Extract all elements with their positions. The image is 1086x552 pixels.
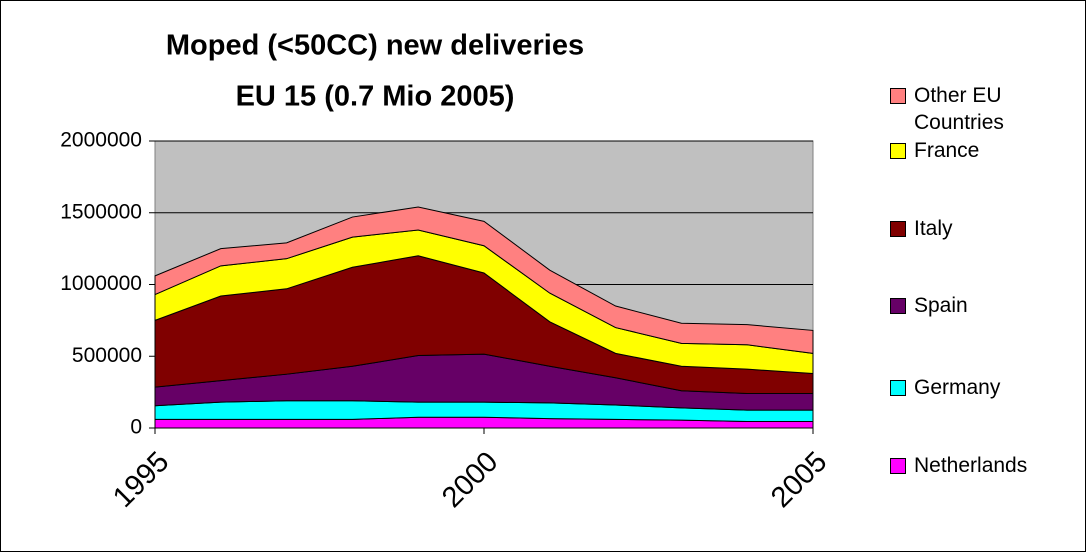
legend-swatch [890,380,906,396]
chart-title: Moped (<50CC) new deliveries [166,30,584,62]
legend-item: France [890,137,1040,164]
legend-item: Spain [890,292,1040,319]
legend-swatch [890,88,906,104]
legend-label: France [914,139,980,162]
legend-label: Italy [914,217,953,240]
legend-item: Netherlands [890,452,1040,479]
legend-label: Germany [914,376,1001,399]
legend-swatch [890,298,906,314]
chart-subtitle: EU 15 (0.7 Mio 2005) [236,81,515,113]
legend-label: Spain [914,294,968,317]
legend-swatch [890,458,906,474]
legend-swatch [890,143,906,159]
legend-item: Germany [890,374,1040,401]
legend-swatch [890,221,906,237]
y-tick-label: 500000 [72,344,142,367]
y-tick-label: 2000000 [60,129,142,152]
legend-label: Other EU Countries [914,84,1004,134]
y-tick-label: 0 [130,416,142,439]
y-tick-label: 1500000 [60,200,142,223]
y-tick-label: 1000000 [60,272,142,295]
area [154,206,814,354]
legend-item: Italy [890,215,1040,242]
legend-label: Netherlands [914,454,1028,477]
legend-item: Other EU Countries [890,82,1040,136]
